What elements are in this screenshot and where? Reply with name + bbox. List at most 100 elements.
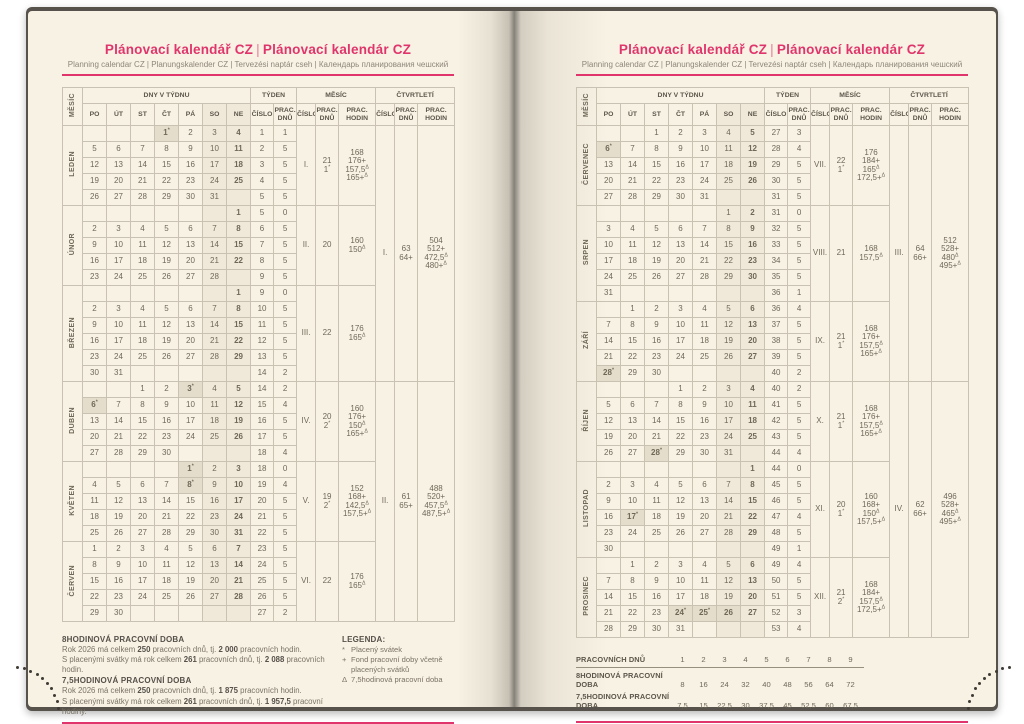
- week-workdays: 0: [273, 285, 298, 302]
- day-cell: [596, 557, 621, 574]
- column-header-month-hours: PRAC. HODIN: [852, 103, 891, 126]
- note-75h-title: 7,5HODINOVÁ PRACOVNÍ DOBA: [62, 676, 192, 686]
- perforation-dot: [994, 669, 998, 673]
- week-row: 23 24 25 26 27 28 9 5: [63, 269, 455, 286]
- day-cell: 8: [225, 301, 252, 318]
- day-cell: [154, 205, 179, 222]
- day-cell: 23: [596, 525, 621, 542]
- day-cell: [225, 365, 252, 382]
- week-workdays: 0: [273, 461, 298, 478]
- day-cell: 15: [130, 413, 155, 430]
- day-cell: 7: [225, 541, 252, 558]
- month-number: I.: [296, 125, 317, 206]
- day-cell: 4: [82, 477, 107, 494]
- day-cell: 10: [178, 397, 203, 414]
- month-hours: 152 168+ 142,5Δ 157,5+Δ: [338, 461, 377, 542]
- week-row: LISTOPAD 1 44 0 XI. 20 1* 160 168+ 150Δ 157,5+Δ: [576, 461, 969, 558]
- note-8h-title: 8HODINOVÁ PRACOVNÍ DOBA: [62, 635, 185, 644]
- week-number: 16: [250, 413, 275, 430]
- quarter-workdays: 62 66+: [908, 381, 933, 638]
- week-row: 24 25 26 27 28 29 30 35 5: [577, 269, 969, 286]
- week-number: 7: [250, 237, 275, 254]
- quarter-number: III.: [889, 125, 910, 382]
- day-cell: 26: [154, 349, 179, 366]
- legend-title: LEGENDA:: [342, 635, 386, 644]
- day-cell: [692, 621, 717, 638]
- day-cell: 6: [692, 477, 717, 494]
- week-workdays: 5: [787, 573, 812, 590]
- day-cell: 13: [692, 493, 717, 510]
- day-cell: 5: [82, 141, 107, 158]
- day-cell: 4: [716, 125, 741, 142]
- month-hours: 160 150Δ: [338, 205, 377, 286]
- title-divider: |: [256, 42, 260, 57]
- week-workdays: 1: [787, 541, 812, 558]
- week-number: 49: [764, 541, 789, 558]
- week-workdays: 5: [273, 589, 298, 606]
- day-cell: 3: [106, 221, 131, 238]
- row-label: 8HODINOVÁ PRACOVNÍ DOBA: [576, 671, 663, 689]
- perforation-dot: [968, 700, 972, 704]
- title-slovak: Plánovací kalendár CZ: [776, 42, 926, 57]
- month-hours: 160 176+ 150Δ 165+Δ: [338, 381, 377, 462]
- month-name: ŘÍJEN: [576, 381, 597, 462]
- week-workdays: 5: [787, 253, 812, 270]
- month-hours: 168 176+ 157,5Δ 165+Δ: [338, 125, 377, 206]
- day-cell: 2: [178, 125, 203, 142]
- row-value: 8: [680, 680, 685, 689]
- day-cell: [692, 365, 717, 382]
- week-number: 4: [250, 173, 275, 190]
- month-workdays: 22: [315, 541, 340, 622]
- day-cell: 31: [716, 445, 741, 462]
- day-cell: [620, 381, 645, 398]
- day-cell: 6: [178, 301, 203, 318]
- note-75h-line: S placenými svátky má rok celkem 261 pra…: [62, 696, 323, 716]
- day-cell: 4: [692, 301, 717, 318]
- column-header-month-number: ČÍSLO: [296, 103, 317, 126]
- week-workdays: 5: [273, 317, 298, 334]
- column-group-week: TÝDEN: [764, 87, 812, 104]
- day-cell: 24: [106, 269, 131, 286]
- day-cell: 15: [716, 237, 741, 254]
- month-name: ÚNOR: [62, 205, 83, 286]
- month-name: PROSINEC: [576, 557, 597, 638]
- day-cell: 2: [82, 221, 107, 238]
- day-cell: 31: [202, 189, 227, 206]
- day-cell: 15: [225, 317, 252, 334]
- day-cell: 7: [596, 317, 621, 334]
- month-hours: 176 184+ 165Δ 172,5+Δ: [852, 125, 891, 206]
- quarter-workdays: 64 66+: [908, 125, 933, 382]
- day-cell: 16: [644, 333, 669, 350]
- day-cell: 2: [82, 301, 107, 318]
- week-number: 41: [764, 397, 789, 414]
- day-cell: 10: [106, 317, 131, 334]
- header-rule: [576, 74, 968, 76]
- day-cell: 27: [178, 269, 203, 286]
- day-cell: 25: [692, 349, 717, 366]
- day-cell: 30: [178, 189, 203, 206]
- column-header-po: PO: [82, 103, 107, 126]
- day-cell: 26: [644, 269, 669, 286]
- day-cell: 18: [739, 413, 766, 430]
- column-header-quarter-number: ČÍSLO: [889, 103, 910, 126]
- day-cell: 11: [154, 557, 179, 574]
- week-workdays: 5: [273, 333, 298, 350]
- day-cell: 14: [596, 333, 621, 350]
- row-value: 7: [806, 654, 811, 664]
- title-slovak: Plánovací kalendár CZ: [262, 42, 412, 57]
- month-workdays: 20 1*: [829, 461, 854, 558]
- week-row: 15 16 17 18 19 20 21 25 5: [63, 573, 455, 590]
- day-cell: [225, 445, 252, 462]
- day-cell: 21: [716, 509, 741, 526]
- day-cell: 5: [596, 397, 621, 414]
- day-cell: 22: [620, 605, 645, 622]
- day-cell: 19: [178, 573, 203, 590]
- month-number: VIII.: [810, 205, 831, 302]
- day-cell: 11: [82, 493, 107, 510]
- day-cell: 16: [154, 413, 179, 430]
- day-cell: 19: [106, 509, 131, 526]
- day-cell: 29: [620, 621, 645, 638]
- day-cell: 5: [178, 541, 203, 558]
- day-cell: 28: [225, 589, 252, 606]
- column-group-days: DNY V TÝDNU: [595, 87, 766, 104]
